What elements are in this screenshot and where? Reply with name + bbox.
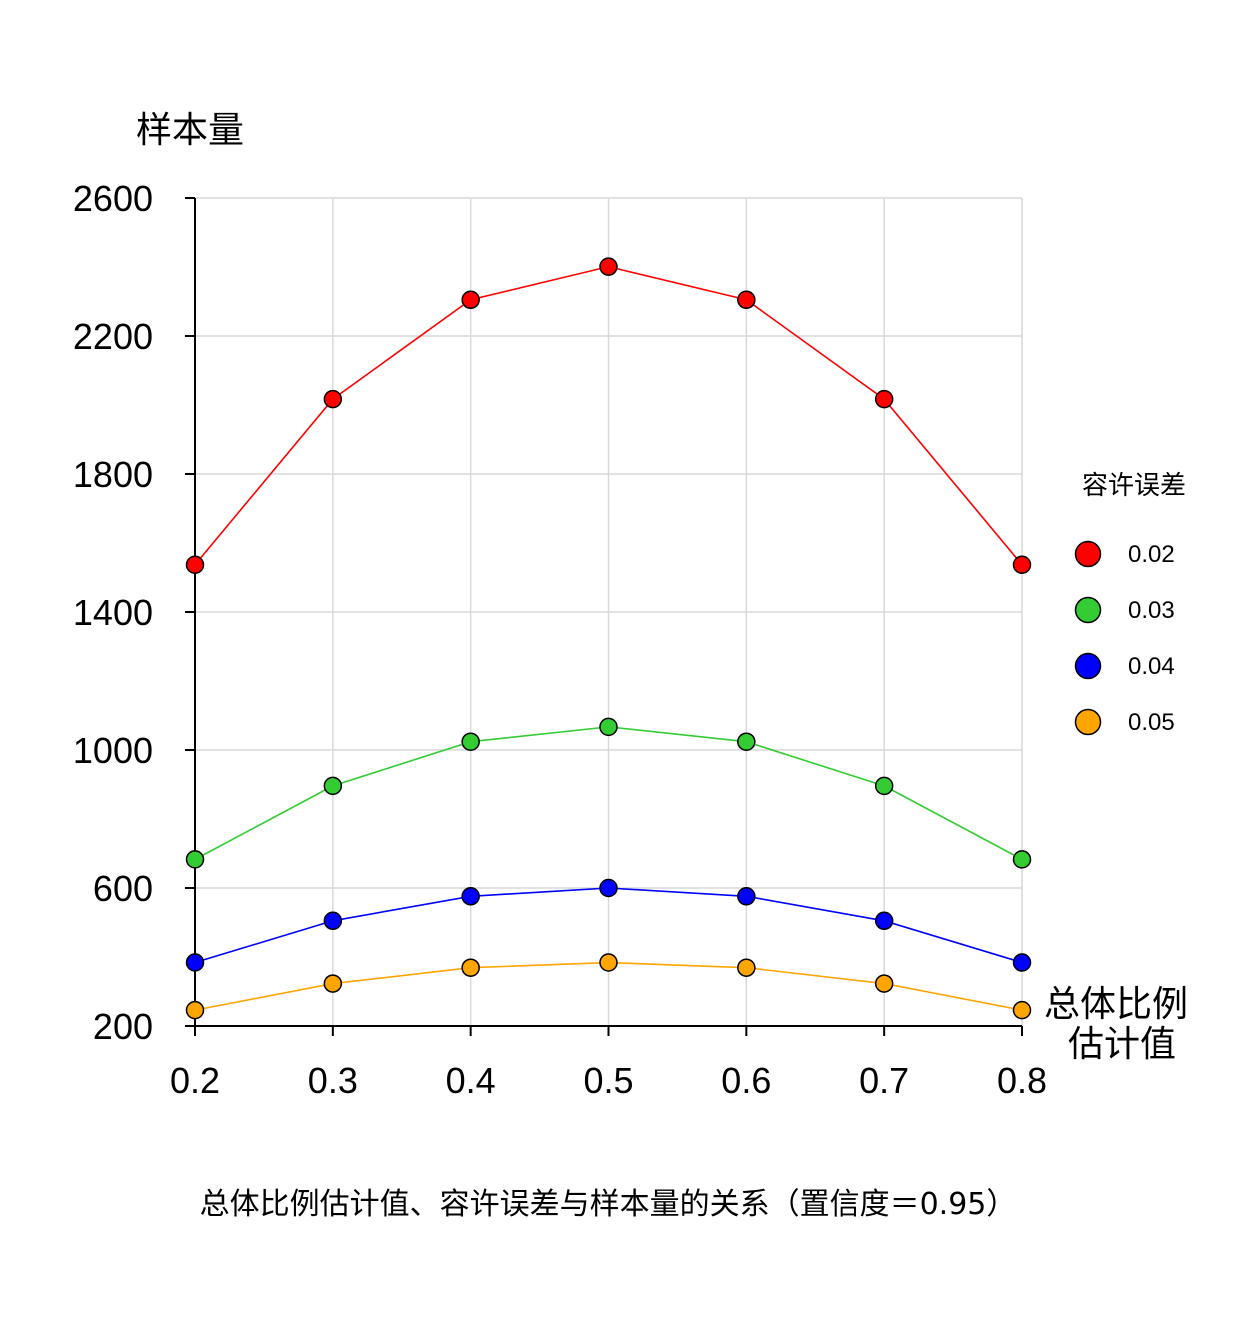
data-point xyxy=(737,958,756,977)
data-point xyxy=(1012,953,1032,972)
data-point xyxy=(1012,1000,1032,1020)
x-tick-label: 0.7 xyxy=(859,1060,909,1101)
data-point xyxy=(323,776,343,796)
data-point xyxy=(185,850,205,869)
legend-marker xyxy=(1074,708,1102,736)
x-tick-label: 0.6 xyxy=(721,1060,771,1101)
data-point xyxy=(185,1000,205,1020)
y-tick-label: 1800 xyxy=(73,454,153,495)
data-point xyxy=(323,911,343,931)
legend-label: 0.02 xyxy=(1128,541,1175,568)
y-tick-label: 200 xyxy=(93,1006,153,1047)
data-point xyxy=(323,974,343,993)
legend: 容许误差 0.02 0.03 0.04 0.05 xyxy=(1074,471,1186,736)
y-tick-label: 2600 xyxy=(73,178,153,219)
data-point xyxy=(737,732,756,751)
chart-title: 总体比例估计值、容许误差与样本量的关系（置信度＝0.95） xyxy=(200,1187,1017,1222)
data-point xyxy=(599,717,618,737)
data-point xyxy=(874,776,894,796)
x-tick-label: 0.5 xyxy=(583,1060,633,1101)
data-point xyxy=(874,974,894,993)
y-tick-label: 1400 xyxy=(73,592,153,633)
x-tick-label: 0.3 xyxy=(308,1060,358,1101)
x-tick-label: 0.8 xyxy=(997,1060,1047,1101)
x-axis-title-line1: 总体比例 xyxy=(1044,984,1188,1025)
data-point xyxy=(599,257,618,276)
legend-label: 0.03 xyxy=(1128,597,1175,624)
x-tick-label: 0.2 xyxy=(170,1060,220,1101)
data-point xyxy=(737,887,756,906)
grid xyxy=(195,197,1023,1026)
y-axis-title: 样本量 xyxy=(136,110,244,151)
data-point xyxy=(185,953,205,972)
legend-marker xyxy=(1074,596,1102,624)
data-point xyxy=(323,389,343,409)
axes: 200 600 1000 1400 1800 2200 2600 0.2 0.3 0.4 0.5 0.… xyxy=(73,178,1047,1101)
legend-marker xyxy=(1074,540,1102,568)
legend-label: 0.05 xyxy=(1128,709,1175,736)
y-tick-label: 600 xyxy=(93,868,153,909)
x-axis-title-line2: 估计值 xyxy=(1068,1024,1176,1065)
x-tick-label: 0.4 xyxy=(446,1060,496,1101)
data-point xyxy=(1012,850,1032,869)
legend-label: 0.04 xyxy=(1128,653,1175,680)
legend-title: 容许误差 xyxy=(1082,471,1186,501)
data-point xyxy=(874,911,894,931)
data-point xyxy=(185,555,205,574)
data-point xyxy=(461,887,480,906)
data-point xyxy=(461,290,480,310)
data-point xyxy=(599,878,618,898)
data-point xyxy=(1012,555,1032,574)
y-tick-label: 2200 xyxy=(73,316,153,357)
data-point xyxy=(737,290,756,310)
series-layer xyxy=(185,257,1032,1020)
y-tick-label: 1000 xyxy=(73,730,153,771)
legend-marker xyxy=(1074,652,1102,680)
data-point xyxy=(599,953,618,972)
data-point xyxy=(874,389,894,409)
data-point xyxy=(461,958,480,977)
data-point xyxy=(461,732,480,751)
